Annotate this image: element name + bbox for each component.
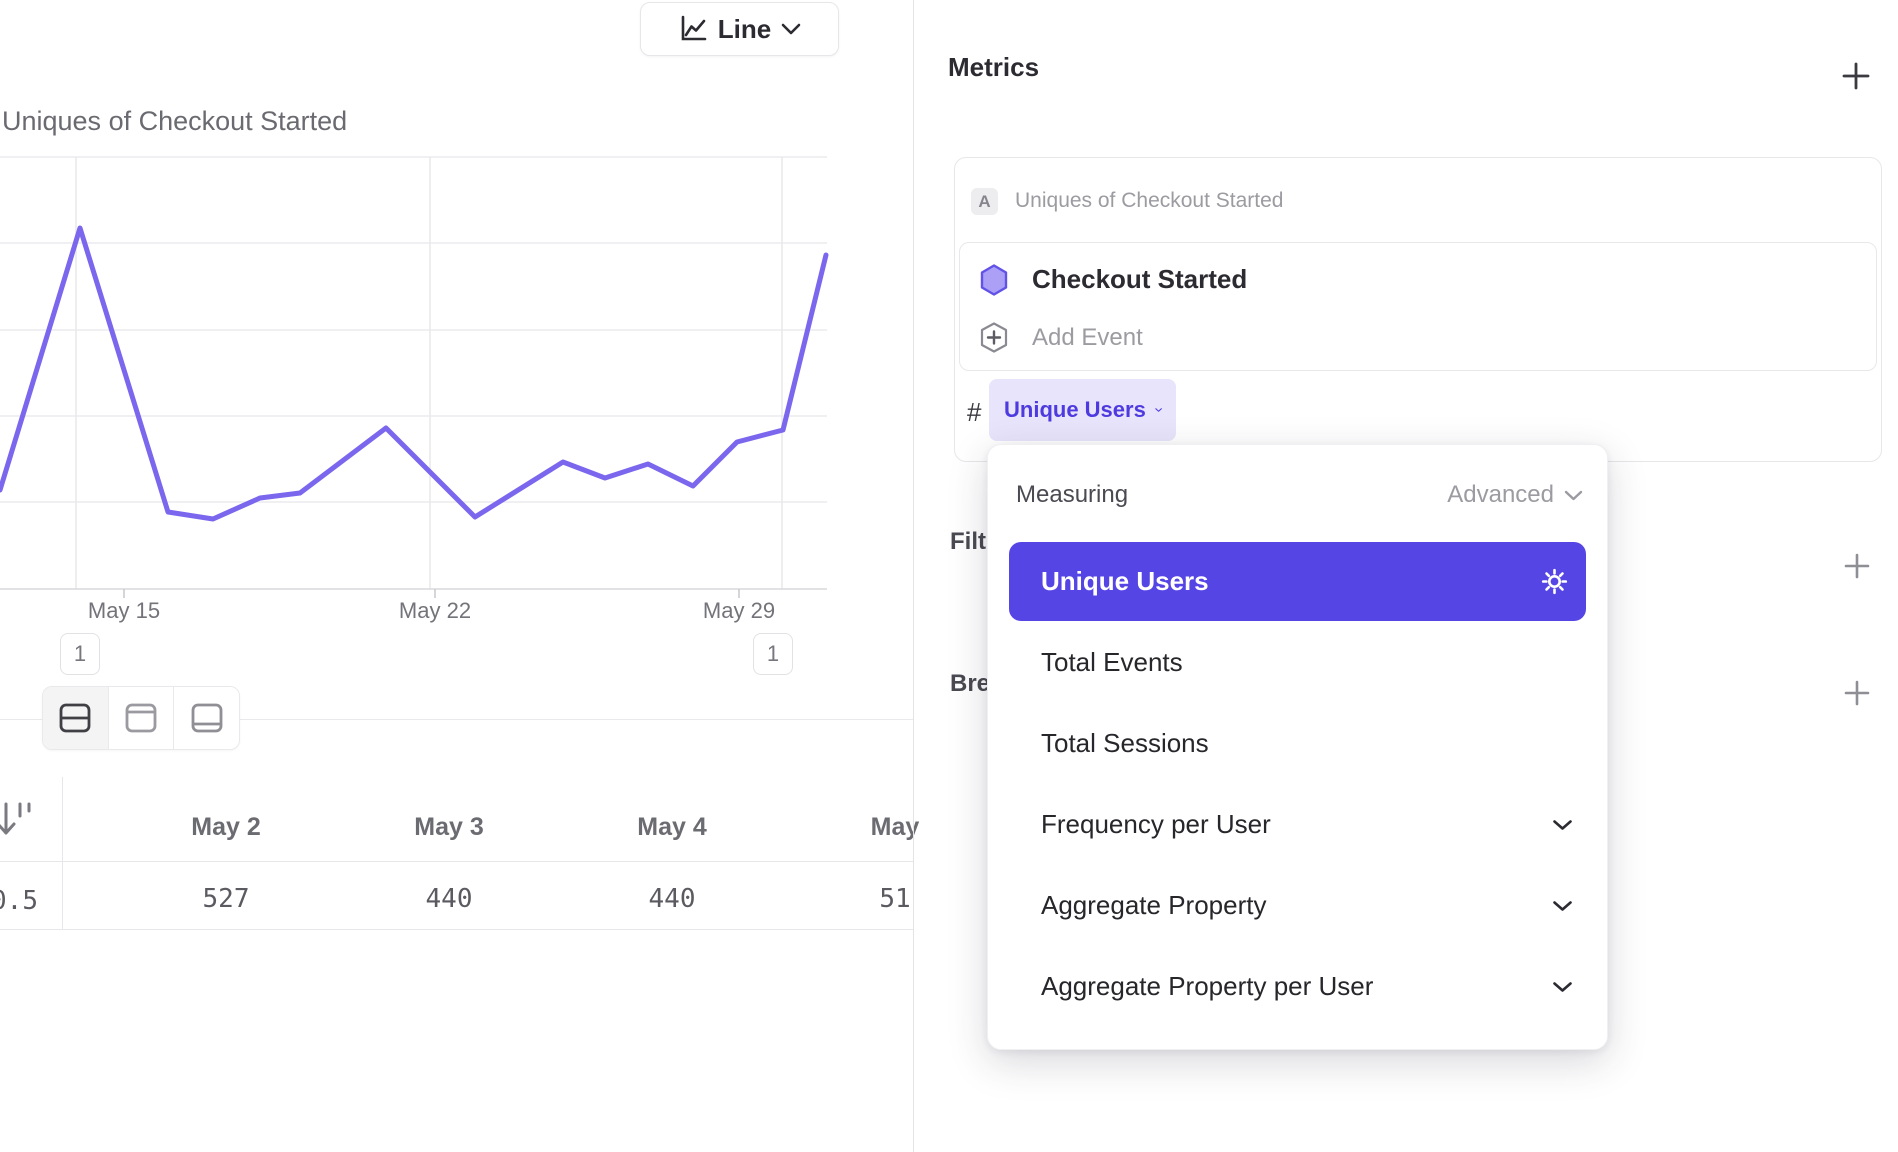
dropdown-option-label: Unique Users <box>1041 566 1541 597</box>
table-cell: 527 <box>115 884 337 914</box>
event-list-card: Checkout Started Add Event <box>959 242 1877 371</box>
x-axis-tick-label: May 22 <box>399 598 471 624</box>
dropdown-option-frequency-per-user[interactable]: Frequency per User <box>988 784 1607 865</box>
dropdown-option-label: Total Sessions <box>1041 728 1573 759</box>
add-event-label: Add Event <box>1032 324 1143 352</box>
metric-name[interactable]: Uniques of Checkout Started <box>1015 189 1284 213</box>
panel-divider <box>913 0 914 1152</box>
table-cell: 440 <box>561 884 783 914</box>
layout-toggle-group <box>42 686 240 750</box>
dropdown-option-label: Aggregate Property <box>1041 890 1552 921</box>
plus-icon <box>1843 679 1871 707</box>
table-column-header[interactable]: May 3 <box>338 813 560 842</box>
series-line <box>0 228 826 519</box>
table-column-header[interactable]: May 4 <box>561 813 783 842</box>
event-hexagon-icon <box>980 264 1008 296</box>
line-chart-svg <box>0 150 840 610</box>
table-header-border <box>0 861 913 862</box>
dropdown-option-aggregate-property[interactable]: Aggregate Property <box>988 865 1607 946</box>
measure-hash-symbol: # <box>967 397 981 428</box>
chevron-down-icon <box>1552 819 1573 831</box>
dropdown-option-label: Total Events <box>1041 647 1573 678</box>
dropdown-header: Measuring Advanced <box>988 467 1607 523</box>
measure-selector-chip[interactable]: Unique Users <box>989 379 1176 441</box>
table-row-border <box>0 929 913 930</box>
metric-badge: A <box>971 188 998 215</box>
add-breakdown-button[interactable] <box>1840 676 1874 710</box>
plus-icon <box>1843 552 1871 580</box>
chart-title: Uniques of Checkout Started <box>2 106 347 137</box>
x-axis-tick-label: May 29 <box>703 598 775 624</box>
chart-type-button[interactable]: Line <box>640 2 839 56</box>
plus-icon <box>1841 61 1871 91</box>
dropdown-option-label: Frequency per User <box>1041 809 1552 840</box>
annotation-marker-1[interactable]: 1 <box>60 633 100 675</box>
layout-header-top-button[interactable] <box>108 687 174 749</box>
table-row-header: 0.5 <box>0 886 38 916</box>
metrics-section-title: Metrics <box>948 52 1039 83</box>
add-event-hexagon-plus-icon <box>980 322 1008 353</box>
x-axis-tick-label: May 15 <box>88 598 160 624</box>
chart-type-label: Line <box>718 14 771 45</box>
layout-split-horizontal-icon <box>58 703 92 733</box>
event-row-checkout-started[interactable]: Checkout Started <box>960 248 1876 311</box>
sort-descending-icon <box>0 796 36 844</box>
measuring-dropdown-menu: Measuring Advanced Unique Users Total Ev… <box>987 444 1608 1050</box>
dropdown-option-total-events[interactable]: Total Events <box>988 622 1607 703</box>
line-chart-icon <box>678 14 708 44</box>
chevron-down-icon <box>781 23 801 35</box>
metric-card: A Uniques of Checkout Started Checkout S… <box>954 157 1882 462</box>
chevron-down-icon <box>1552 981 1573 993</box>
table-cell: 51 <box>784 884 1006 914</box>
chevron-down-icon[interactable] <box>1564 490 1583 501</box>
layout-footer-bottom-icon <box>190 703 224 733</box>
measure-selector-label: Unique Users <box>1004 397 1146 423</box>
sort-button[interactable] <box>0 796 36 844</box>
advanced-toggle[interactable]: Advanced <box>1447 481 1554 509</box>
add-filter-button[interactable] <box>1840 549 1874 583</box>
table-column-border <box>62 777 63 930</box>
filters-section-title: Filt <box>950 528 987 556</box>
layout-split-horizontal-button[interactable] <box>43 687 108 749</box>
dropdown-option-label: Aggregate Property per User <box>1041 971 1552 1002</box>
table-column-header[interactable]: May 2 <box>115 813 337 842</box>
annotation-marker-2[interactable]: 1 <box>753 633 793 675</box>
table-column-header[interactable]: May <box>784 813 1006 842</box>
insights-report-screen: Line Uniques of Checkout Started May 15 M… <box>0 0 1898 1152</box>
annotation-marker-label: 1 <box>767 641 779 667</box>
annotation-marker-label: 1 <box>74 641 86 667</box>
add-event-button[interactable]: Add Event <box>960 306 1876 369</box>
event-name: Checkout Started <box>1032 264 1247 295</box>
table-cell: 440 <box>338 884 560 914</box>
layout-footer-bottom-button[interactable] <box>173 687 239 749</box>
dropdown-option-aggregate-property-per-user[interactable]: Aggregate Property per User <box>988 946 1607 1027</box>
dropdown-option-total-sessions[interactable]: Total Sessions <box>988 703 1607 784</box>
dropdown-option-unique-users-selected[interactable]: Unique Users <box>1009 542 1586 621</box>
gear-icon <box>1541 568 1568 595</box>
measuring-label: Measuring <box>1016 481 1447 509</box>
breakdowns-section-title: Bre <box>950 670 987 698</box>
layout-header-top-icon <box>124 703 158 733</box>
chevron-down-icon <box>1552 900 1573 912</box>
add-metric-button[interactable] <box>1838 58 1874 94</box>
line-chart[interactable] <box>0 150 840 610</box>
chevron-down-icon <box>1155 405 1162 415</box>
